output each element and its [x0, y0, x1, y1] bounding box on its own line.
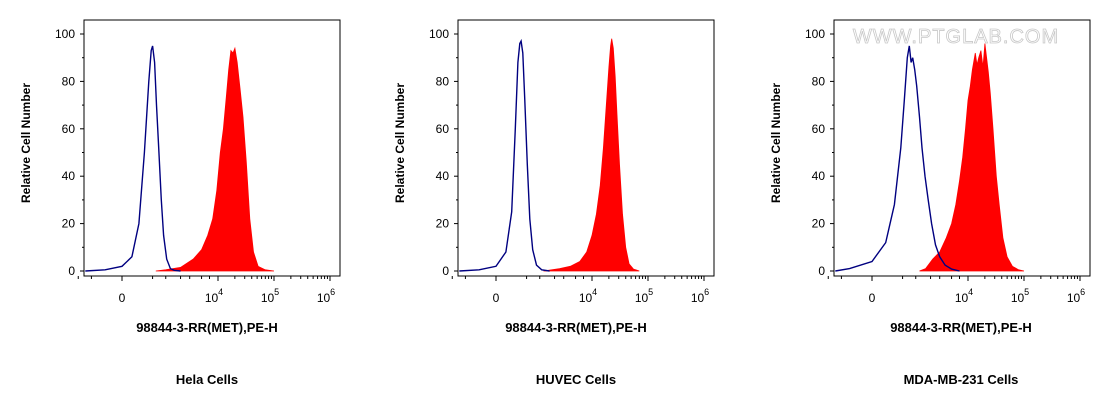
histogram-panel-1: 0 20 40 60 80 100 0 104 105 106 Relative Cell Numb… [19, 19, 341, 387]
x-axis-label: 98844-3-RR(MET),PE-H [136, 320, 278, 335]
y-tick-label: 40 [436, 169, 450, 183]
y-tick-label: 80 [62, 74, 76, 88]
sample-histogram [919, 43, 1025, 272]
y-tick-label: 20 [812, 217, 826, 231]
x-tick-label: 0 [119, 291, 126, 305]
x-tick-label: 106 [691, 287, 709, 305]
panel-title: MDA-MB-231 Cells [904, 372, 1019, 387]
x-tick-label: 106 [1067, 287, 1085, 305]
y-tick-label: 60 [436, 122, 450, 136]
x-tick-label: 105 [1011, 287, 1029, 305]
histogram-panel-3: 0 20 40 60 80 100 0 104 105 106 Relative Cell Numb… [769, 19, 1091, 387]
y-tick-label: 40 [62, 169, 76, 183]
y-tick-label: 60 [62, 122, 76, 136]
y-tick-label: 60 [812, 122, 826, 136]
y-axis-label: Relative Cell Number [19, 83, 33, 203]
y-tick-label: 20 [62, 217, 76, 231]
panel-title: Hela Cells [176, 372, 238, 387]
y-axis-label: Relative Cell Number [769, 83, 783, 203]
control-histogram [85, 45, 181, 272]
y-tick-label: 100 [55, 27, 75, 41]
plot-frame [833, 19, 1091, 277]
x-tick-label: 106 [317, 287, 335, 305]
y-tick-label: 80 [436, 74, 450, 88]
x-tick-label: 0 [869, 291, 876, 305]
y-tick-label: 40 [812, 169, 826, 183]
plot-frame [83, 19, 341, 277]
y-tick-label: 0 [818, 264, 825, 278]
x-tick-label: 105 [635, 287, 653, 305]
y-tick-label: 0 [68, 264, 75, 278]
x-axis-label: 98844-3-RR(MET),PE-H [890, 320, 1032, 335]
control-histogram [835, 45, 960, 272]
y-tick-label: 20 [436, 217, 450, 231]
watermark-text: WWW.PTGLAB.COM [853, 26, 1059, 48]
control-histogram [459, 38, 550, 272]
x-tick-label: 104 [205, 287, 223, 305]
x-tick-label: 0 [493, 291, 500, 305]
sample-histogram [155, 46, 275, 272]
y-tick-label: 100 [429, 27, 449, 41]
x-tick-label: 105 [261, 287, 279, 305]
histogram-panel-2: 0 20 40 60 80 100 0 104 105 106 Relative Cell Numb… [393, 19, 715, 387]
x-tick-label: 104 [579, 287, 597, 305]
panel-title: HUVEC Cells [536, 372, 616, 387]
y-axis-label: Relative Cell Number [393, 83, 407, 203]
sample-histogram [543, 38, 640, 272]
x-tick-label: 104 [955, 287, 973, 305]
y-tick-label: 0 [442, 264, 449, 278]
plot-frame [457, 19, 715, 277]
y-tick-label: 80 [812, 74, 826, 88]
y-tick-label: 100 [805, 27, 825, 41]
x-axis-label: 98844-3-RR(MET),PE-H [505, 320, 647, 335]
